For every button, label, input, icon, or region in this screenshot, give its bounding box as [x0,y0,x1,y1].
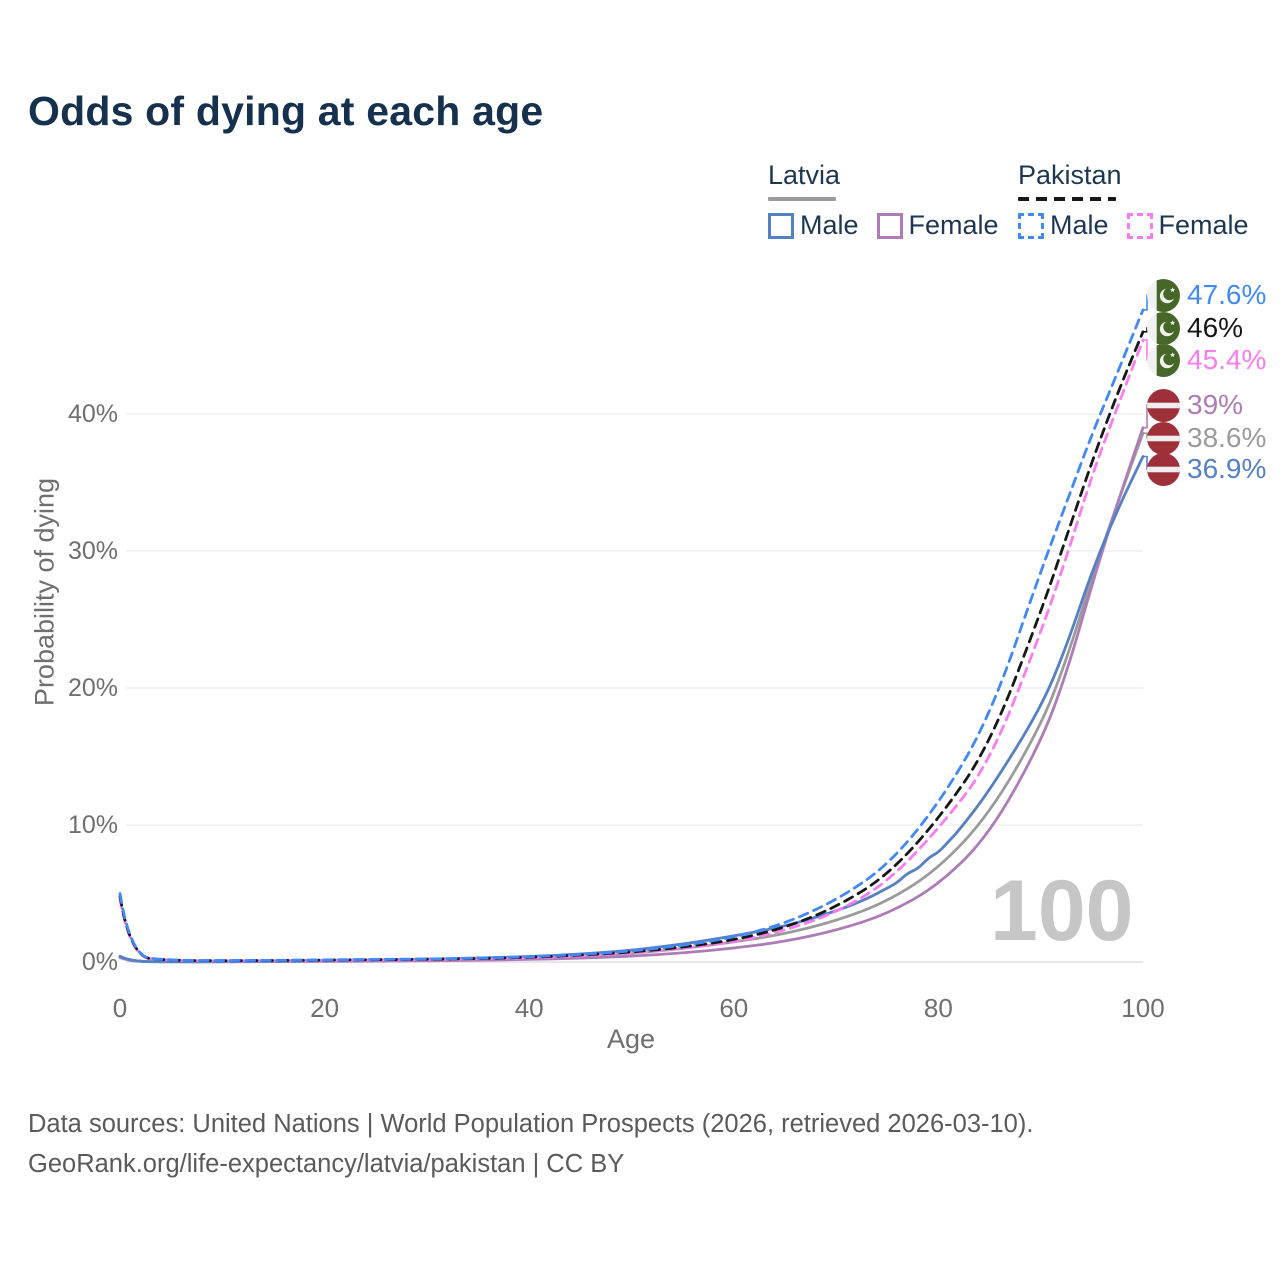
latvia-flag-icon [1147,452,1180,486]
legend-latvia-title: Latvia [768,160,841,190]
latvia-line-swatch [768,197,836,201]
end-label-value: 46% [1187,312,1244,343]
legend-pakistan-female-checkbox[interactable] [1126,212,1153,239]
legend-pakistan-items: Male Female [1018,210,1267,241]
gridlines [126,413,1143,963]
legend-pakistan-male-label[interactable]: Male [1050,210,1109,240]
series-line-pakistan-male [118,308,1145,962]
y-tick-label: 10% [67,811,118,839]
series-line-pakistan-female [118,338,1145,963]
y-tick-label: 20% [67,674,118,702]
legend-latvia-male-checkbox[interactable] [768,212,794,239]
end-label-value: 45.4% [1187,344,1267,375]
pakistan-flag-icon [1147,311,1180,345]
latvia-flag-icon [1147,388,1180,422]
end-label-pakistan-male: 47.6% [1147,278,1267,312]
series-line-latvia [118,431,1145,964]
end-label-latvia-male: 36.9% [1147,452,1267,486]
latvia-flag-icon [1147,421,1180,455]
watermark-max-age: 100 [990,863,1134,959]
legend-latvia-items: Male Female [768,210,1017,241]
pakistan-flag-icon [1147,343,1180,377]
end-label-pakistan: 46% [1147,311,1244,345]
y-tick-label: 40% [67,400,118,428]
footer: Data sources: United Nations | World Pop… [28,1104,1033,1184]
legend-pakistan-female-label[interactable]: Female [1158,210,1249,240]
x-axis-title: Age [606,1024,656,1054]
end-label-value: 47.6% [1187,279,1267,310]
y-tick-label: 0% [81,948,118,976]
x-tick-label: 100 [1121,993,1165,1023]
series-line-pakistan [118,330,1145,963]
legend-group-pakistan: Pakistan Male Female [1018,160,1267,241]
legend-latvia-male-label[interactable]: Male [800,210,859,240]
legend-group-latvia: Latvia Male Female [768,160,1017,241]
pakistan-line-swatch [1018,197,1116,201]
page-title: Odds of dying at each age [28,88,544,134]
legend-latvia-header[interactable]: Latvia [768,160,1017,201]
x-tick-label: 60 [719,993,749,1023]
series-lines [118,308,1145,964]
end-label-pakistan-female: 45.4% [1147,343,1267,377]
end-label-latvia-female: 39% [1147,388,1244,422]
y-tick-label: 30% [67,537,118,565]
y-axis-title: Probability of dying [29,477,60,707]
legend-latvia-female-checkbox[interactable] [876,212,903,239]
x-tick-label: 40 [514,993,544,1023]
x-tick-label: 80 [923,993,953,1023]
end-label-value: 39% [1187,389,1244,420]
legend-pakistan-title: Pakistan [1018,160,1122,190]
series-line-latvia-male [118,455,1145,964]
end-label-value: 36.9% [1187,453,1267,484]
legend-pakistan-male-checkbox[interactable] [1018,212,1044,239]
footer-attribution-link: GeoRank.org/life-expectancy/latvia/pakis… [28,1150,625,1178]
series-line-latvia-female [118,426,1145,964]
x-tick-label: 20 [310,993,340,1023]
end-label-value: 38.6% [1187,422,1267,453]
x-tick-label: 0 [112,993,128,1023]
pakistan-flag-icon [1147,278,1180,312]
end-label-latvia: 38.6% [1147,421,1267,455]
legend-latvia-female-label[interactable]: Female [908,210,999,240]
footer-data-sources: Data sources: United Nations | World Pop… [28,1110,1034,1138]
legend-pakistan-header[interactable]: Pakistan [1018,160,1267,201]
